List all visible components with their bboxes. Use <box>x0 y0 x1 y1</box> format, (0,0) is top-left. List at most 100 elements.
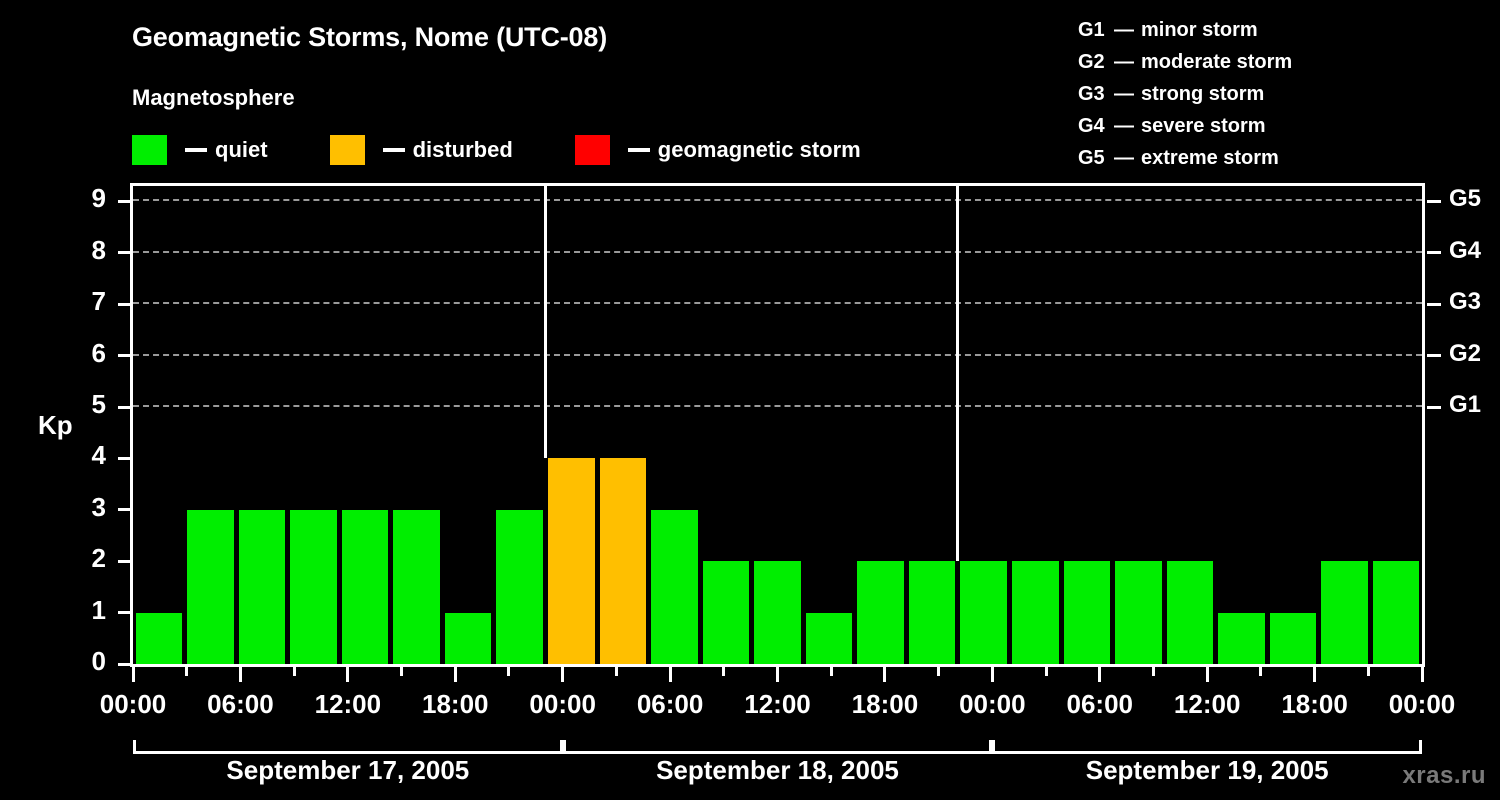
bar <box>702 561 750 664</box>
legend-entry-quiet: quiet <box>132 133 268 167</box>
g-axis-label-G2: G2 <box>1449 339 1482 367</box>
bar <box>960 561 1007 664</box>
date-label: September 19, 2005 <box>1085 755 1329 785</box>
bar <box>187 509 234 664</box>
x-tick-minor <box>1366 667 1370 676</box>
x-axis-label: 06:00 <box>207 689 274 719</box>
y-tick-3 <box>118 508 131 512</box>
x-tick-minor <box>185 667 189 676</box>
legend-label: quiet <box>215 137 268 162</box>
bar <box>1012 561 1059 664</box>
y-axis-label: 0 <box>91 646 106 676</box>
y-axis-title: Kp <box>38 410 73 440</box>
g-legend-description: strong storm <box>1141 82 1265 105</box>
storm-swatch <box>574 135 610 165</box>
bar <box>1218 612 1265 664</box>
y-axis-label: 1 <box>91 594 106 625</box>
legend-dash-icon <box>627 148 650 152</box>
x-tick-major <box>668 667 672 682</box>
bar <box>393 509 440 664</box>
g-axis-tick-G5 <box>1427 199 1441 203</box>
quiet-swatch <box>132 135 167 165</box>
g-legend-description: minor storm <box>1141 18 1258 41</box>
x-tick-major <box>990 667 994 682</box>
y-tick-6 <box>118 354 131 358</box>
page-title: Geomagnetic Storms, Nome (UTC-08) <box>132 22 607 52</box>
x-tick-major <box>346 667 350 682</box>
date-label: September 17, 2005 <box>226 755 470 785</box>
x-tick-minor <box>722 667 726 676</box>
x-tick-minor <box>292 667 296 676</box>
x-tick-minor <box>1151 667 1155 676</box>
y-tick-7 <box>118 302 131 306</box>
chart-subtitle: Magnetosphere <box>132 85 295 110</box>
day-bracket <box>133 740 563 754</box>
bar <box>908 561 956 664</box>
day-bracket <box>562 740 993 754</box>
x-tick-minor <box>614 667 618 676</box>
gridline-kp-7 <box>133 302 1422 305</box>
x-tick-major <box>776 667 779 682</box>
g-axis-tick-G4 <box>1427 251 1441 255</box>
g-legend-dash-icon: — <box>1114 114 1134 137</box>
bar <box>1063 561 1111 664</box>
bar <box>238 509 286 664</box>
x-axis-label: 00:00 <box>959 689 1026 719</box>
x-tick-major <box>131 667 135 682</box>
x-tick-minor <box>829 667 833 676</box>
plot-area <box>130 183 1425 667</box>
bar <box>651 509 698 664</box>
x-axis-label: 12:00 <box>314 689 382 719</box>
y-axis-label: 3 <box>91 491 106 522</box>
g-legend-row-G5: G5 — extreme storm <box>1078 142 1292 174</box>
legend-label: disturbed <box>412 137 513 162</box>
bar <box>754 561 801 664</box>
legend-label: geomagnetic storm <box>657 137 861 162</box>
bar <box>290 509 337 664</box>
g-axis-label-G4: G4 <box>1449 236 1482 264</box>
bar <box>1372 561 1420 664</box>
g-axis-label-G1: G1 <box>1449 391 1482 418</box>
color-legend: quiet disturbed geomagnetic storm <box>132 133 861 167</box>
y-tick-9 <box>118 199 131 203</box>
bar <box>135 612 183 664</box>
x-tick-major <box>238 667 242 682</box>
x-axis-label: 00:00 <box>99 689 167 719</box>
g-legend-row-G4: G4 — severe storm <box>1078 110 1292 142</box>
y-axis-label: 8 <box>91 234 106 265</box>
bar <box>1321 561 1368 664</box>
x-tick-minor <box>1259 667 1263 676</box>
gridline-kp-6 <box>133 353 1422 356</box>
legend-entry-geomagnetic-storm: geomagnetic storm <box>574 133 861 167</box>
day-divider-2 <box>956 186 960 562</box>
gridline-kp-9 <box>133 199 1422 202</box>
g-legend-code: G1 <box>1078 18 1105 41</box>
x-tick-major <box>1205 667 1209 682</box>
y-axis-label: 4 <box>91 440 106 471</box>
g-legend-code: G3 <box>1078 82 1105 105</box>
bar <box>496 509 543 664</box>
g-legend-row-G1: G1 — minor storm <box>1078 14 1292 46</box>
x-axis-label: 06:00 <box>636 689 704 719</box>
y-axis-label: 7 <box>91 286 106 317</box>
g-legend-description: severe storm <box>1141 114 1266 137</box>
x-axis-label: 06:00 <box>1066 689 1134 719</box>
x-axis-label: 00:00 <box>529 689 596 719</box>
y-tick-4 <box>118 456 131 460</box>
bar <box>857 561 904 664</box>
g-axis-label-G3: G3 <box>1449 288 1482 316</box>
bar <box>1115 561 1162 664</box>
gridline-kp-8 <box>133 250 1422 253</box>
g-legend-dash-icon: — <box>1114 50 1134 73</box>
g-legend-dash-icon: — <box>1114 82 1134 105</box>
plot-inner <box>133 186 1422 664</box>
x-tick-minor <box>507 667 511 676</box>
bar <box>805 612 853 664</box>
g-legend-dash-icon: — <box>1114 18 1134 41</box>
g-legend-row-G3: G3 — strong storm <box>1078 78 1292 110</box>
gridline-kp-5 <box>133 405 1422 408</box>
y-axis-label: 2 <box>91 543 106 574</box>
y-tick-1 <box>118 611 131 615</box>
y-tick-8 <box>118 251 131 255</box>
